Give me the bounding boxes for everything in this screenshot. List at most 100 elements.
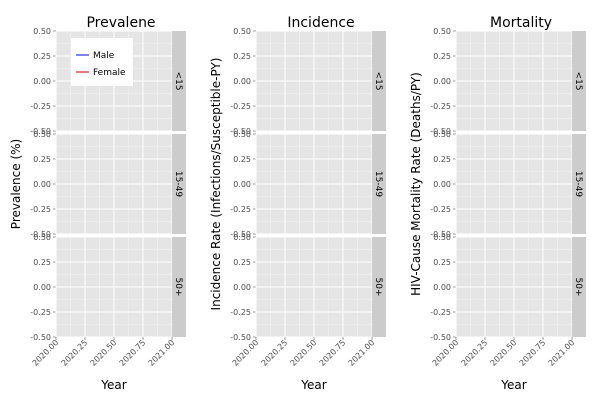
- x-axis-label: Year: [500, 378, 526, 392]
- chart-title: Prevalene: [86, 15, 155, 31]
- y-tick-label: 0.25: [233, 258, 251, 267]
- facet-strip: [372, 237, 386, 337]
- y-tick-label: -0.50: [30, 333, 51, 342]
- y-tick-label: -0.50: [430, 230, 451, 239]
- facet-strip-label: 50+: [573, 278, 583, 297]
- y-tick-label: -0.50: [30, 127, 51, 136]
- y-tick-label: -0.25: [230, 102, 251, 111]
- y-tick-label: 0.50: [433, 233, 451, 242]
- x-tick-label: 2020.75: [318, 338, 348, 368]
- x-tick-label: 2020.25: [260, 338, 290, 368]
- legend: Male Female: [71, 38, 133, 86]
- y-tick-label: -0.50: [430, 333, 451, 342]
- y-tick-label: 0.00: [233, 77, 251, 86]
- y-tick-label: 0.50: [233, 27, 251, 36]
- facet-strip-label: 15-49: [173, 171, 183, 197]
- y-tick-label: 0.25: [33, 155, 51, 164]
- facet-strip-label: 50+: [173, 278, 183, 297]
- facet-strip-label: <15: [373, 72, 383, 91]
- y-tick-label: 0.50: [33, 130, 51, 139]
- chart-title: Incidence: [287, 15, 354, 31]
- y-tick-label: -0.50: [430, 127, 451, 136]
- x-tick-label: 2021.00: [347, 338, 377, 368]
- x-tick-label: 2020.75: [118, 338, 148, 368]
- y-tick-label: -0.50: [30, 230, 51, 239]
- y-tick-label: 0.25: [233, 52, 251, 61]
- y-tick-label: -0.25: [430, 102, 451, 111]
- facet-strip: [172, 134, 186, 234]
- y-tick-label: -0.25: [230, 205, 251, 214]
- x-tick-label: 2020.50: [289, 338, 319, 368]
- y-tick-label: -0.25: [230, 308, 251, 317]
- facet-strip-label: 15-49: [373, 171, 383, 197]
- facet-panel: -0.50 -0.25 0.00 0.25 0.50 15-49: [30, 130, 186, 239]
- y-axis-label: HIV-Cause Mortality Rate (Deaths/PY): [409, 72, 423, 296]
- chart-column-1: Prevalene Prevalence (%) Year -0.50 -0.25 0.0…: [9, 15, 186, 392]
- x-tick-label: 2020.25: [460, 338, 490, 368]
- facet-strip-label: 15-49: [573, 171, 583, 197]
- chart-title: Mortality: [490, 15, 552, 31]
- y-tick-label: 0.00: [33, 77, 51, 86]
- facet-strip-label: 50+: [373, 278, 383, 297]
- x-tick-label: 2020.00: [31, 338, 61, 368]
- y-tick-label: 0.50: [233, 233, 251, 242]
- facet-panel: -0.50 -0.25 0.00 0.25 0.50 <15: [230, 27, 386, 136]
- x-tick-label: 2020.50: [89, 338, 119, 368]
- y-tick-label: 0.00: [233, 283, 251, 292]
- facet-strip: [172, 31, 186, 131]
- x-tick-label: 2020.00: [431, 338, 461, 368]
- y-tick-label: 0.50: [33, 233, 51, 242]
- y-tick-label: -0.50: [230, 230, 251, 239]
- y-tick-label: -0.25: [30, 308, 51, 317]
- y-tick-label: 0.25: [33, 258, 51, 267]
- legend-box: [71, 38, 133, 86]
- facet-strip: [572, 31, 586, 131]
- x-tick-label: 2021.00: [547, 338, 577, 368]
- y-axis-label: Prevalence (%): [9, 139, 23, 229]
- y-axis-label: Incidence Rate (Infections/Susceptible-P…: [209, 58, 223, 311]
- facet-strip: [372, 31, 386, 131]
- y-tick-label: 0.25: [33, 52, 51, 61]
- x-axis-label: Year: [100, 378, 126, 392]
- facet-strip: [372, 134, 386, 234]
- facet-strip: [572, 237, 586, 337]
- y-tick-label: -0.25: [430, 308, 451, 317]
- x-tick-label: 2020.50: [489, 338, 519, 368]
- y-tick-label: 0.25: [233, 155, 251, 164]
- y-tick-label: 0.25: [433, 258, 451, 267]
- y-tick-label: 0.25: [433, 52, 451, 61]
- legend-entry-label: Male: [93, 51, 115, 61]
- y-tick-label: 0.00: [433, 283, 451, 292]
- facet-strip-label: <15: [173, 72, 183, 91]
- y-tick-label: 0.25: [433, 155, 451, 164]
- facet-panel: -0.50 -0.25 0.00 0.25 0.50 <15: [430, 27, 586, 136]
- x-tick-label: 2020.00: [231, 338, 261, 368]
- facet-strip: [572, 134, 586, 234]
- y-tick-label: 0.00: [433, 180, 451, 189]
- y-tick-label: -0.25: [30, 205, 51, 214]
- facet-panel: -0.50 -0.25 0.00 0.25 0.50 15-49: [230, 130, 386, 239]
- facet-strip-label: <15: [573, 72, 583, 91]
- y-tick-label: 0.00: [233, 180, 251, 189]
- y-tick-label: 0.00: [33, 180, 51, 189]
- y-tick-label: -0.25: [430, 205, 451, 214]
- y-tick-label: -0.50: [230, 333, 251, 342]
- y-tick-label: 0.50: [33, 27, 51, 36]
- x-tick-label: 2020.75: [518, 338, 548, 368]
- x-tick-label: 2020.25: [60, 338, 90, 368]
- legend-entry-label: Female: [93, 68, 126, 78]
- chart-column-2: Incidence Incidence Rate (Infections/Susc…: [209, 15, 386, 392]
- y-tick-label: -0.25: [30, 102, 51, 111]
- chart-column-3: Mortality HIV-Cause Mortality Rate (Death…: [409, 15, 586, 392]
- facet-panel: -0.50 -0.25 0.00 0.25 0.50 15-49: [430, 130, 586, 239]
- facet-strip: [172, 237, 186, 337]
- y-tick-label: 0.50: [233, 130, 251, 139]
- y-tick-label: 0.00: [33, 283, 51, 292]
- x-axis-label: Year: [300, 378, 326, 392]
- y-tick-label: 0.00: [433, 77, 451, 86]
- y-tick-label: 0.50: [433, 130, 451, 139]
